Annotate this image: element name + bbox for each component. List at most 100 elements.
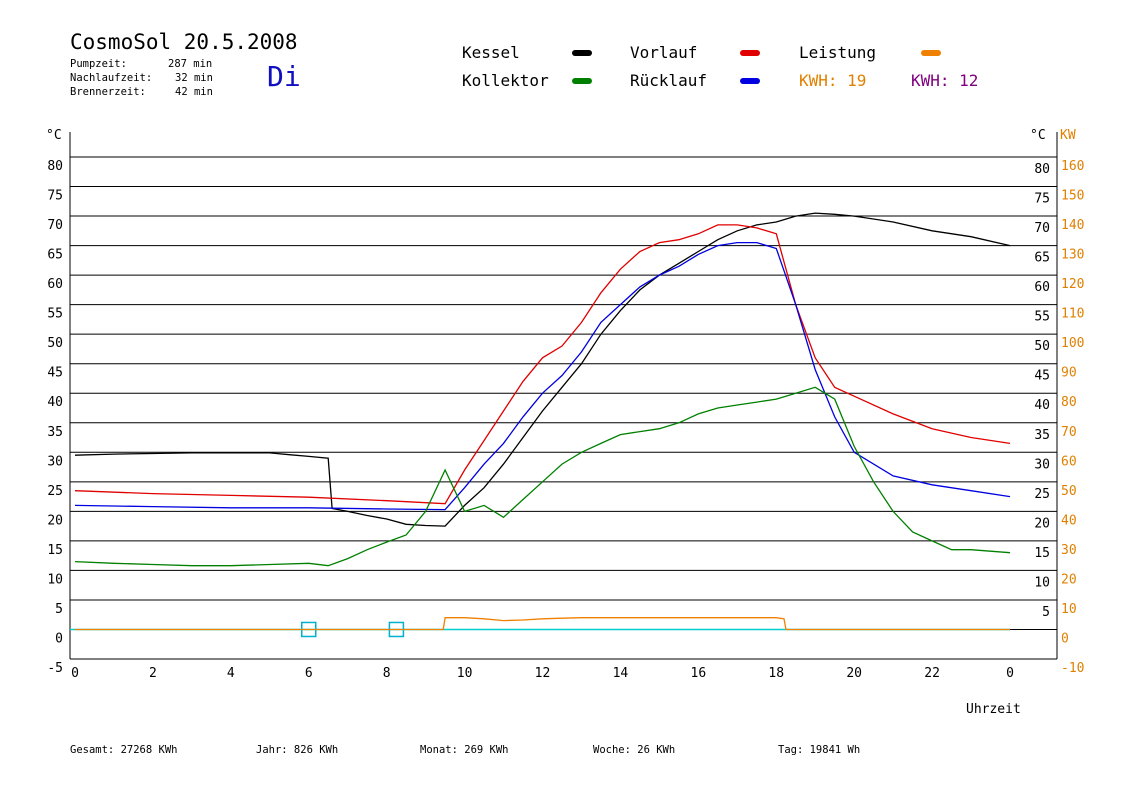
y-tick-right-kw: 0 xyxy=(1061,631,1069,646)
y-axis-unit-left: °C xyxy=(46,128,62,143)
y-tick-left: 0 xyxy=(55,631,63,646)
x-tick: 8 xyxy=(383,666,391,681)
y-tick-left: 15 xyxy=(47,543,63,558)
y-tick-right-c: 10 xyxy=(1034,575,1050,590)
x-tick: 0 xyxy=(71,666,79,681)
y-tick-left: 75 xyxy=(47,189,63,204)
legend-kessel-label: Kessel xyxy=(462,43,520,62)
x-tick: 6 xyxy=(305,666,313,681)
y-tick-left: 65 xyxy=(47,248,63,263)
y-tick-right-c: 80 xyxy=(1034,162,1050,177)
y-tick-left: 30 xyxy=(47,454,63,469)
y-tick-right-kw: 80 xyxy=(1061,395,1077,410)
x-tick: 16 xyxy=(691,666,707,681)
chart-title: CosmoSol 20.5.2008 xyxy=(70,30,298,54)
kwh-orange-label: KWH: 19 xyxy=(799,71,867,90)
footer-monat: Monat: 269 KWh xyxy=(420,744,509,756)
weekday-label: Di xyxy=(267,60,301,93)
y-tick-left: 55 xyxy=(47,307,63,322)
series-kollektor xyxy=(74,386,1011,567)
y-tick-right-c: 65 xyxy=(1034,251,1050,266)
y-tick-right-c: 5 xyxy=(1042,605,1050,620)
y-tick-right-kw: 70 xyxy=(1061,425,1077,440)
y-tick-right-kw: -10 xyxy=(1061,661,1084,676)
y-tick-right-kw: 160 xyxy=(1061,159,1084,174)
kwh-purple-label: KWH: 12 xyxy=(911,71,979,90)
legend-kessel-swatch xyxy=(572,50,592,56)
legend-ruecklauf-swatch xyxy=(740,78,760,84)
y-tick-right-kw: 90 xyxy=(1061,366,1077,381)
chart-grid xyxy=(70,156,1057,660)
y-tick-left: 80 xyxy=(47,159,63,174)
y-axis-unit-right-kw: KW xyxy=(1060,128,1076,143)
x-tick: 10 xyxy=(457,666,473,681)
series-vorlauf xyxy=(74,224,1011,505)
y-tick-right-c: 70 xyxy=(1034,221,1050,236)
y-tick-right-kw: 60 xyxy=(1061,454,1077,469)
y-tick-left: 10 xyxy=(47,572,63,587)
y-tick-right-kw: 40 xyxy=(1061,513,1077,528)
x-tick: 18 xyxy=(768,666,784,681)
y-tick-right-c: 15 xyxy=(1034,546,1050,561)
stat-brennerzeit-value: 42 min xyxy=(175,86,213,98)
y-tick-right-kw: 20 xyxy=(1061,572,1077,587)
legend-kollektor-label: Kollektor xyxy=(462,71,549,90)
y-tick-left: -5 xyxy=(47,661,63,676)
y-tick-left: 60 xyxy=(47,277,63,292)
y-tick-left: 5 xyxy=(55,602,63,617)
y-tick-left: 20 xyxy=(47,513,63,528)
y-tick-right-kw: 100 xyxy=(1061,336,1084,351)
x-tick: 22 xyxy=(924,666,940,681)
y-tick-right-c: 25 xyxy=(1034,487,1050,502)
footer-woche: Woche: 26 KWh xyxy=(593,744,676,756)
legend-leistung-label: Leistung xyxy=(799,43,877,62)
y-tick-left: 25 xyxy=(47,484,63,499)
y-axis-unit-right-c: °C xyxy=(1030,128,1046,143)
y-tick-right-c: 60 xyxy=(1034,280,1050,295)
x-tick: 12 xyxy=(535,666,551,681)
x-tick: 2 xyxy=(149,666,157,681)
y-tick-left: 40 xyxy=(47,395,63,410)
chart-axes xyxy=(69,132,1058,659)
stat-pumpzeit-label: Pumpzeit: xyxy=(70,58,127,70)
y-tick-left: 45 xyxy=(47,366,63,381)
y-tick-right-c: 30 xyxy=(1034,457,1050,472)
legend-vorlauf-swatch xyxy=(740,50,760,56)
y-tick-left: 50 xyxy=(47,336,63,351)
footer-tag: Tag: 19841 Wh xyxy=(778,744,861,756)
y-tick-left: 70 xyxy=(47,218,63,233)
y-tick-right-c: 75 xyxy=(1034,192,1050,207)
stat-nachlaufzeit-value: 32 min xyxy=(175,72,213,84)
y-tick-right-c: 45 xyxy=(1034,369,1050,384)
y-tick-right-c: 35 xyxy=(1034,428,1050,443)
y-tick-right-kw: 120 xyxy=(1061,277,1084,292)
y-tick-right-kw: 140 xyxy=(1061,218,1084,233)
series-kessel xyxy=(74,212,1011,527)
legend-vorlauf-label: Vorlauf xyxy=(630,43,698,62)
y-tick-right-kw: 110 xyxy=(1061,307,1084,322)
x-tick: 14 xyxy=(613,666,629,681)
y-tick-right-kw: 130 xyxy=(1061,248,1084,263)
y-tick-right-kw: 10 xyxy=(1061,602,1077,617)
legend-leistung-swatch xyxy=(921,50,941,56)
y-tick-right-c: 20 xyxy=(1034,516,1050,531)
legend-ruecklauf-label: Rücklauf xyxy=(630,71,708,90)
y-tick-right-c: 55 xyxy=(1034,310,1050,325)
legend-kollektor-swatch xyxy=(572,78,592,84)
y-tick-left: 35 xyxy=(47,425,63,440)
footer-gesamt: Gesamt: 27268 KWh xyxy=(70,744,178,756)
chart-labels: 80757065605550454035302520151050-5807570… xyxy=(47,159,1084,681)
stat-brennerzeit-label: Brennerzeit: xyxy=(70,86,146,98)
y-tick-right-kw: 150 xyxy=(1061,189,1084,204)
series-leistung xyxy=(75,617,1010,631)
x-axis-label: Uhrzeit xyxy=(966,702,1021,717)
stat-nachlaufzeit-label: Nachlaufzeit: xyxy=(70,72,153,84)
x-tick: 4 xyxy=(227,666,235,681)
y-tick-right-kw: 30 xyxy=(1061,543,1077,558)
series-ruecklauf xyxy=(74,241,1011,511)
footer-jahr: Jahr: 826 KWh xyxy=(256,744,339,756)
y-tick-right-c: 50 xyxy=(1034,339,1050,354)
x-tick: 20 xyxy=(846,666,862,681)
x-tick: 0 xyxy=(1006,666,1014,681)
